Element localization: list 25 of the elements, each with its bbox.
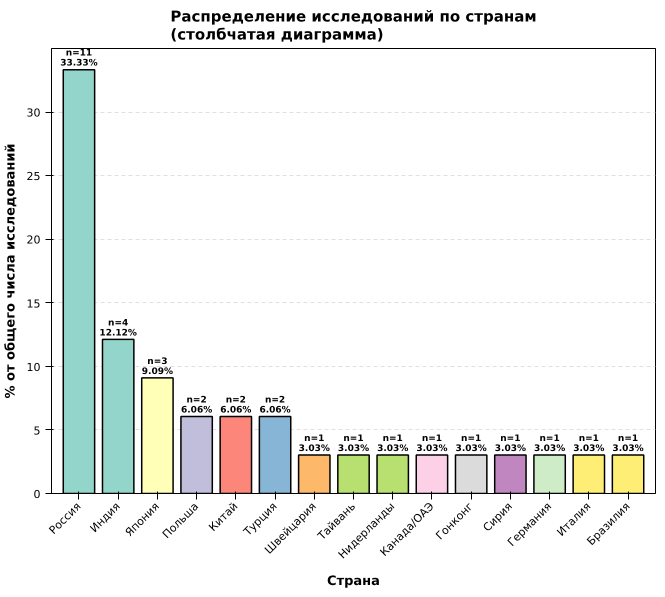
y-tick-label: 10 <box>26 360 41 374</box>
data-label: n=4 12.12% <box>99 318 137 338</box>
y-tick-label: 25 <box>26 170 41 184</box>
data-label: n=1 3.03% <box>416 434 448 454</box>
data-label: n=11 33.33% <box>60 48 98 69</box>
data-label: n=1 3.03% <box>534 434 566 454</box>
data-label: n=1 3.03% <box>494 434 526 454</box>
y-tick-label: 15 <box>26 297 41 310</box>
data-label: n=1 3.03% <box>456 434 487 454</box>
chart-title: Распределение исследований по странам (столбчатая диаграмма) <box>170 8 537 44</box>
data-label: n=1 3.03% <box>338 434 370 454</box>
x-axis-title: Страна <box>327 574 380 590</box>
y-axis-title: % от общего числа исследований <box>4 143 19 399</box>
y-tick-label: 30 <box>26 106 41 120</box>
data-label: n=1 3.03% <box>612 434 644 454</box>
y-tick-label: 20 <box>26 234 41 247</box>
data-label: n=1 3.03% <box>298 434 330 454</box>
data-label: n=2 6.06% <box>181 395 212 416</box>
data-label: n=1 3.03% <box>377 434 408 454</box>
y-tick-label: 0 <box>34 488 40 501</box>
data-label: n=2 6.06% <box>259 395 291 416</box>
y-tick-label: 5 <box>34 424 40 438</box>
data-label: n=3 9.09% <box>142 356 174 377</box>
data-label: n=1 3.03% <box>573 434 604 454</box>
data-label: n=2 6.06% <box>220 395 252 416</box>
